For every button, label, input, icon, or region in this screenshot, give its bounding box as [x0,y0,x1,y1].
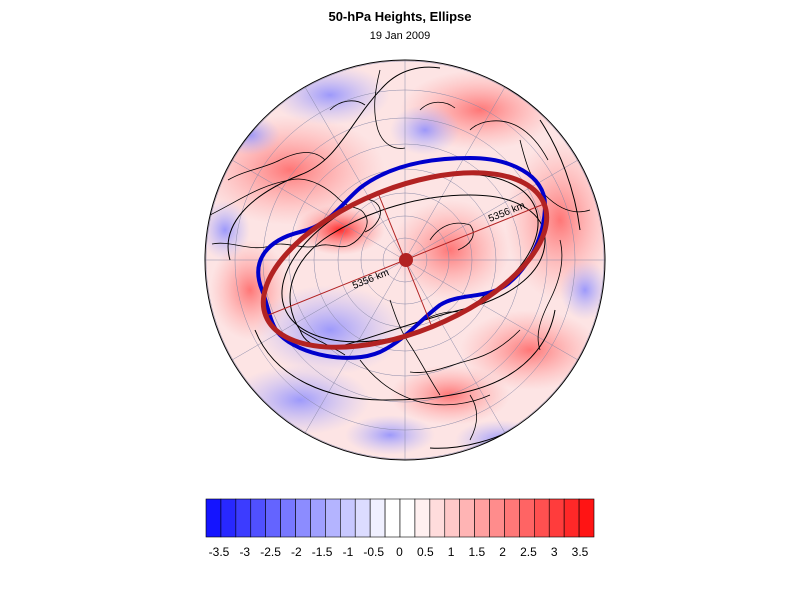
colorbar-cell [519,498,535,538]
colorbar-cell [369,498,386,538]
colorbar-cell [429,498,446,538]
colorbar-tick-label: -1 [343,545,354,559]
colorbar-cell [504,498,520,538]
colorbar-tick-label: 1 [448,545,455,559]
colorbar-cell [474,498,490,538]
figure-title: 50-hPa Heights, Ellipse [328,9,472,24]
colorbar-cell [563,498,580,538]
colorbar-cell [325,498,341,538]
colorbar-ticks: -3.5 -3 -2.5 -2 -1.5 -1 -0.5 0 0.5 1 1.5 2 2.5 3 3.5 [209,545,589,559]
colorbar-cell [399,498,416,538]
colorbar-cell [340,498,356,538]
colorbar-tick-label: 2 [499,545,506,559]
colorbar-cell [459,498,475,538]
colorbar-cell [354,498,371,538]
colorbar-cell [250,498,266,538]
globe-outline [204,59,606,461]
colorbar-cell [578,498,595,538]
colorbar-cell [280,498,296,538]
colorbar-cell [444,498,460,538]
colorbar-cell [310,498,326,538]
colorbar-tick-label: -2.5 [260,545,281,559]
colorbar-cell [414,498,431,538]
colorbar-tick-label: 1.5 [469,545,486,559]
colorbar-cell [534,498,550,538]
colorbar-tick-label: -2 [291,545,302,559]
anomaly-shading [205,60,605,460]
ellipse-centroid [399,253,413,267]
colorbar-cell [295,498,311,538]
colorbar-tick-label: 0.5 [417,545,434,559]
longitude-lines [205,60,605,460]
colorbar-cell [384,498,401,538]
colorbar-tick-label: -0.5 [363,545,384,559]
colorbar-tick-label: 3 [551,545,558,559]
colorbar-tick-label: -1.5 [312,545,333,559]
colorbar-tick-label: 2.5 [520,545,537,559]
figure-date: 19 Jan 2009 [369,30,431,42]
colorbar-tick-label: 3.5 [572,545,589,559]
colorbar-cell [489,498,505,538]
colorbar-tick-label: -3.5 [209,545,230,559]
colorbar-cell [548,498,565,538]
colorbar-cell [265,498,281,538]
colorbar-cell [235,498,252,538]
colorbar-cell [220,498,237,538]
colorbar-tick-label: -3 [239,545,250,559]
colorbar-cell [205,498,222,538]
colorbar-tick-label: 0 [396,545,403,559]
polar-map: 5356 km 5356 km [204,59,606,461]
colorbar-cells [205,498,595,538]
